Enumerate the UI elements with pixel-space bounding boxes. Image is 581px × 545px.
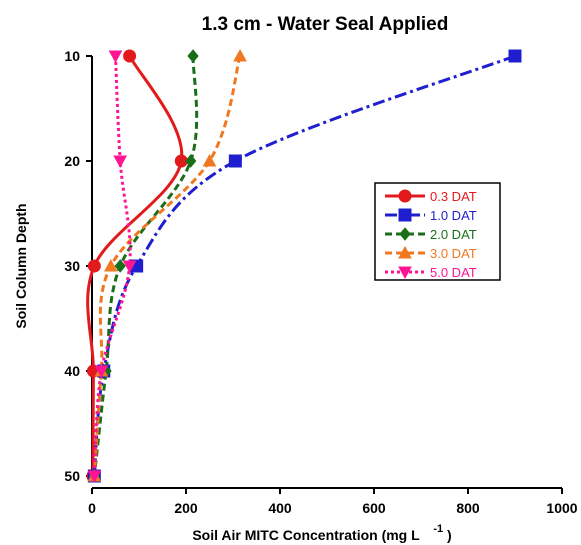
legend-swatch-marker [398,189,412,203]
x-tick-label: 200 [174,500,198,516]
y-tick-label: 20 [64,153,80,169]
legend-label: 1.0 DAT [430,208,477,223]
data-point-series-0 [123,49,137,63]
legend-swatch-marker [398,266,412,280]
legend-swatch-marker [398,245,412,259]
legend-label: 0.3 DAT [430,189,477,204]
y-tick-label: 30 [64,258,80,274]
data-point-series-2 [114,259,126,273]
ticks: 0 200 400 600 800 1000 10 20 30 40 50 [64,48,577,516]
y-axis-label: Soil Column Depth [13,203,29,328]
x-axis-label: Soil Air MITC Concentration (mg L -1 ) [192,519,451,543]
legend: 0.3 DAT 1.0 DAT 2.0 DAT 3.0 DAT 5.0 DAT [374,182,501,281]
x-axis-label-close: ) [447,527,452,543]
data-point-series-4 [108,50,123,64]
y-tick-label: 40 [64,363,80,379]
data-point-series-1 [228,154,242,168]
x-tick-label: 600 [362,500,386,516]
x-axis-label-sup: -1 [433,523,443,535]
data-point-series-3 [103,258,118,272]
data-point-series-1 [508,49,522,63]
chart-title: 1.3 cm - Water Seal Applied [202,14,449,35]
data-point-series-4 [94,365,109,379]
x-tick-label: 400 [268,500,292,516]
legend-box [374,182,501,281]
data-point-series-0 [87,259,101,273]
x-tick-label: 800 [456,500,480,516]
x-tick-label: 0 [88,500,96,516]
x-axis-label-main: Soil Air MITC Concentration (mg L [192,527,420,543]
data-point-series-3 [233,48,247,62]
legend-swatch-marker [399,227,411,241]
legend-label: 5.0 DAT [430,265,477,280]
data-point-series-4 [122,260,137,274]
series-layer [86,48,522,484]
y-tick-label: 50 [64,468,80,484]
data-point-series-3 [202,153,217,167]
data-point-series-2 [185,154,197,168]
legend-label: 3.0 DAT [430,246,477,261]
data-point-series-2 [187,49,199,63]
x-tick-label: 1000 [546,500,577,516]
data-point-series-4 [113,155,128,169]
data-point-series-4 [87,470,102,484]
legend-swatch-marker [398,208,412,222]
y-tick-label: 10 [64,48,80,64]
legend-label: 2.0 DAT [430,227,477,242]
